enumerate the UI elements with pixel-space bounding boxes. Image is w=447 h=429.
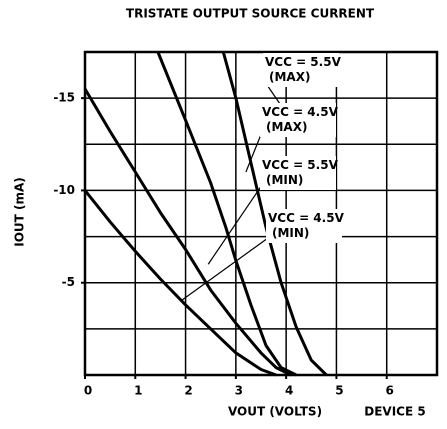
label-bg — [266, 209, 342, 243]
series-label: VCC = 4.5V (MAX) — [262, 105, 339, 134]
label-line: (MIN) — [272, 226, 309, 240]
y-axis-label: IOUT (mA) — [13, 177, 27, 247]
label-line: (MAX) — [266, 120, 307, 134]
y-tick-label: -15 — [53, 91, 75, 105]
y-tick-label: -5 — [62, 275, 75, 289]
label-bg — [263, 53, 339, 87]
annotation: DEVICE 5 — [364, 405, 425, 419]
label-line: VCC = 4.5V — [268, 211, 345, 225]
label-line: VCC = 4.5V — [262, 105, 339, 119]
x-tick-label: 1 — [134, 384, 142, 398]
plot-frame — [83, 50, 439, 377]
label-line: VCC = 5.5V — [265, 55, 342, 69]
x-tick-label: 6 — [386, 384, 394, 398]
series-label: VCC = 5.5V (MAX) — [265, 55, 342, 84]
leader — [245, 131, 263, 173]
curve — [83, 88, 292, 377]
label-line: VCC = 5.5V — [262, 158, 339, 172]
x-axis-label: VOUT (VOLTS) — [228, 405, 322, 419]
x-tick-label: 2 — [184, 384, 192, 398]
chart-title: TRISTATE OUTPUT SOURCE CURRENT — [126, 7, 375, 21]
y-tick-label: -10 — [53, 183, 75, 197]
x-tick-label: 4 — [285, 384, 293, 398]
curve — [221, 51, 328, 377]
leader — [207, 184, 263, 265]
leader — [180, 237, 269, 302]
label-line: (MIN) — [266, 173, 303, 187]
series-label: VCC = 4.5V (MIN) — [268, 211, 345, 240]
series-label: VCC = 5.5V (MIN) — [262, 158, 339, 187]
x-tick-label: 3 — [235, 384, 243, 398]
label-line: (MAX) — [269, 70, 310, 84]
label-bg — [260, 103, 336, 137]
x-tick-label: 5 — [335, 384, 343, 398]
label-bg — [260, 156, 336, 190]
x-tick-label: 0 — [84, 384, 92, 398]
curve — [83, 189, 277, 377]
